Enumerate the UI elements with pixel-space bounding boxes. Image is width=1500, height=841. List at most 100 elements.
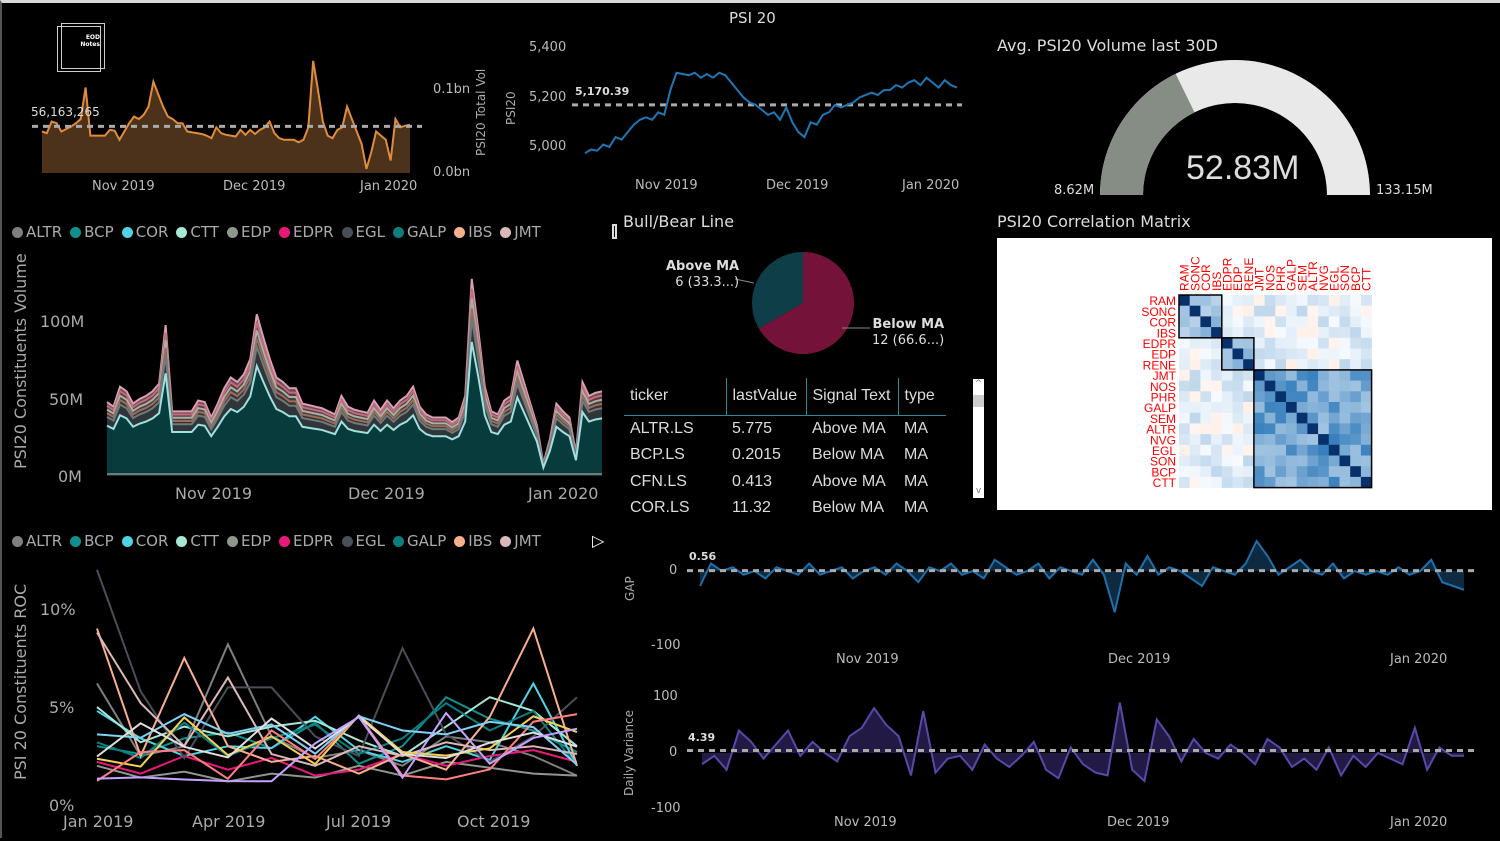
legend-dot-icon — [176, 535, 188, 547]
correlation-cell — [1200, 423, 1212, 435]
roc-line-egl — [96, 569, 578, 764]
scroll-thumb[interactable] — [973, 395, 984, 407]
correlation-cell — [1296, 466, 1308, 478]
x-tick: Nov 2019 — [635, 178, 698, 193]
correlation-cell — [1350, 359, 1362, 371]
table-row[interactable]: BCP.LS 0.2015 Below MA MA — [624, 442, 946, 469]
column-label: PHR — [1274, 265, 1288, 291]
table-scrollbar[interactable]: ^ v — [973, 379, 984, 498]
correlation-cell — [1211, 476, 1223, 488]
gap-area — [700, 541, 1464, 613]
correlation-cell — [1339, 476, 1351, 488]
row-label: COR — [1149, 316, 1176, 330]
correlation-cell — [1275, 305, 1287, 317]
legend-item-ibs[interactable]: IBS — [454, 532, 492, 550]
legend-item-egl[interactable]: EGL — [341, 532, 385, 550]
correlation-cell — [1211, 369, 1223, 381]
correlation-cell — [1243, 316, 1255, 328]
correlation-cell — [1296, 295, 1308, 306]
correlation-cell — [1296, 348, 1308, 360]
correlation-cell — [1286, 434, 1297, 446]
x-tick: Dec 2019 — [348, 484, 425, 503]
legend-label: JMT — [514, 223, 541, 241]
correlation-cell — [1179, 348, 1190, 360]
legend-item-bcp[interactable]: BCP — [70, 532, 114, 550]
correlation-cell — [1318, 476, 1330, 488]
correlation-cell — [1307, 423, 1319, 435]
legend-item-cor[interactable]: COR — [121, 532, 168, 550]
correlation-cell — [1232, 327, 1244, 339]
correlation-cell — [1264, 337, 1276, 349]
legend-item-bcp[interactable]: BCP — [70, 223, 114, 241]
correlation-cell — [1296, 380, 1308, 392]
correlation-cell — [1189, 391, 1201, 403]
legend-item-ibs[interactable]: IBS — [454, 223, 492, 241]
legend-dot-icon — [454, 535, 466, 547]
correlation-cell — [1286, 402, 1297, 413]
correlation-cell — [1211, 412, 1223, 424]
correlation-cell — [1286, 316, 1297, 328]
legend-dot-icon — [392, 226, 404, 238]
col-lastvalue[interactable]: lastValue — [726, 378, 807, 416]
legend-next-arrow-icon[interactable]: ▷ — [592, 531, 605, 550]
correlation-cell — [1286, 476, 1297, 488]
legend-item-altr[interactable]: ALTR — [12, 532, 62, 550]
correlation-cell — [1232, 380, 1244, 392]
correlation-cell — [1243, 402, 1255, 413]
correlation-cell — [1211, 455, 1223, 467]
legend-item-galp[interactable]: GALP — [392, 223, 446, 241]
correlation-cell — [1296, 316, 1308, 328]
correlation-cell — [1360, 412, 1372, 424]
legend-label: ALTR — [26, 223, 63, 241]
legend-dot-icon — [392, 535, 404, 547]
scroll-down-icon[interactable]: v — [975, 486, 982, 496]
table-row[interactable]: ALTR.LS 5.775 Above MA MA — [624, 415, 946, 442]
legend-item-cor[interactable]: COR — [121, 223, 168, 241]
correlation-cell — [1286, 337, 1297, 349]
correlation-cell — [1275, 380, 1287, 392]
y-axis-title: Daily Variance — [622, 709, 636, 796]
gap-chart — [687, 539, 1477, 613]
correlation-cell — [1328, 423, 1340, 435]
correlation-cell — [1200, 412, 1212, 424]
correlation-cell — [1339, 466, 1351, 478]
correlation-cell — [1339, 444, 1351, 456]
legend-item-egl[interactable]: EGL — [341, 223, 385, 241]
legend-item-edp[interactable]: EDP — [226, 223, 271, 241]
correlation-cell — [1200, 295, 1212, 306]
column-label: COR — [1199, 264, 1213, 291]
table-row[interactable]: COR.LS 11.32 Below MA MA — [624, 495, 946, 522]
y-tick: -100 — [651, 638, 681, 653]
correlation-cell — [1189, 359, 1201, 371]
correlation-cell — [1296, 402, 1308, 413]
correlation-cell — [1232, 305, 1244, 317]
legend-item-ctt[interactable]: CTT — [176, 532, 219, 550]
legend-item-edpr[interactable]: EDPR — [279, 532, 334, 550]
legend-item-galp[interactable]: GALP — [392, 532, 446, 550]
correlation-cell — [1200, 455, 1212, 467]
legend-scroll-icon[interactable] — [612, 224, 617, 239]
x-tick: Dec 2019 — [1107, 815, 1170, 830]
table-row[interactable]: CFN.LS 0.413 Above MA MA — [624, 469, 946, 496]
correlation-cell — [1339, 337, 1351, 349]
legend-item-edp[interactable]: EDP — [226, 532, 271, 550]
column-label: EGL — [1328, 267, 1342, 291]
row-label: IBS — [1157, 326, 1176, 340]
correlation-cell — [1328, 402, 1340, 413]
correlation-cell — [1339, 380, 1351, 392]
legend-item-edpr[interactable]: EDPR — [279, 223, 334, 241]
pie-slice-below-ma — [758, 252, 854, 354]
roc-line-other — [96, 713, 578, 766]
correlation-cell — [1350, 305, 1362, 317]
total-volume-area — [42, 60, 410, 174]
correlation-cell — [1253, 295, 1265, 306]
correlation-cell — [1318, 359, 1330, 371]
legend-item-jmt[interactable]: JMT — [500, 532, 541, 550]
col-signal-text[interactable]: Signal Text — [806, 378, 899, 416]
col-type[interactable]: type — [898, 378, 946, 416]
legend-item-altr[interactable]: ALTR — [12, 223, 62, 241]
col-ticker[interactable]: ticker — [624, 378, 727, 416]
legend-item-jmt[interactable]: JMT — [500, 223, 541, 241]
legend-item-ctt[interactable]: CTT — [176, 223, 219, 241]
scroll-up-icon[interactable]: ^ — [974, 379, 983, 389]
